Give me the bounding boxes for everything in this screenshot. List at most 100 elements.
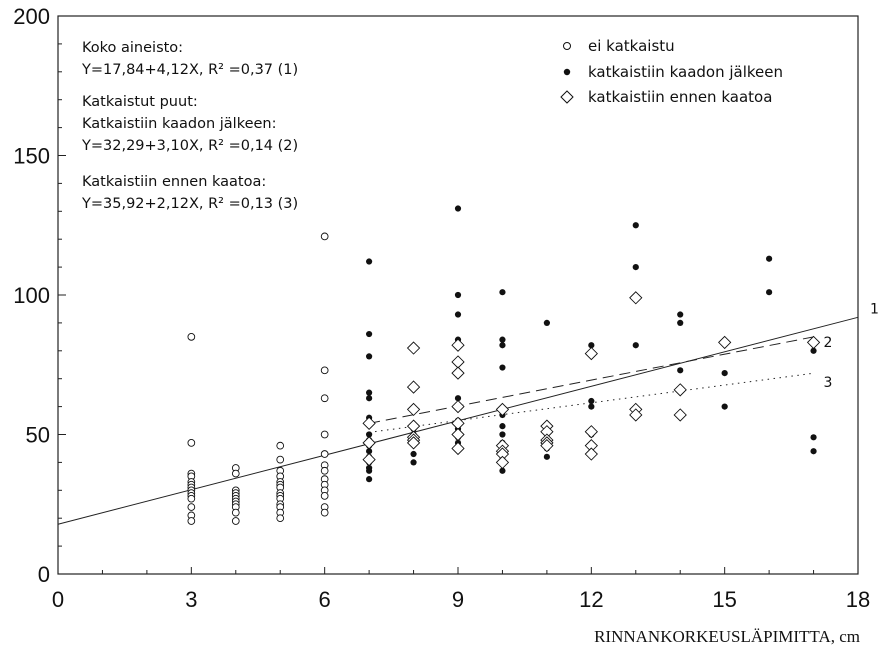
point-katkaistiin-kaadon-jalkeen <box>588 403 595 410</box>
x-axis-label: RINNANKORKEUSLÄPIMITTA, cm <box>594 627 860 646</box>
point-ei-katkaistu <box>320 366 329 375</box>
point-ei-katkaistu <box>276 455 285 464</box>
regression-lines: 1 2 3 <box>57 301 878 525</box>
point-katkaistiin-kaadon-jalkeen <box>721 403 728 410</box>
point-ei-katkaistu <box>187 494 196 503</box>
point-katkaistiin-kaadon-jalkeen <box>632 342 639 349</box>
point-katkaistiin-kaadon-jalkeen <box>454 291 462 299</box>
point-katkaistiin-ennen-kaatoa <box>718 335 732 350</box>
point-katkaistiin-kaadon-jalkeen <box>721 370 728 377</box>
point-katkaistiin-kaadon-jalkeen <box>454 311 462 318</box>
point-katkaistiin-ennen-kaatoa <box>673 408 687 422</box>
point-ei-katkaistu <box>231 508 240 517</box>
point-katkaistiin-ennen-kaatoa <box>540 439 554 453</box>
point-ei-katkaistu <box>320 466 329 475</box>
point-katkaistiin-ennen-kaatoa <box>406 380 421 394</box>
x-tick-label: 0 <box>52 587 64 612</box>
point-katkaistiin-ennen-kaatoa <box>406 419 421 433</box>
point-katkaistiin-ennen-kaatoa <box>584 447 598 461</box>
annotation-line-5: Y=32,29+3,10X, R² =0,14 (2) <box>81 138 298 154</box>
point-ei-katkaistu <box>320 508 329 517</box>
point-katkaistiin-kaadon-jalkeen <box>543 319 550 326</box>
point-ei-katkaistu <box>187 517 196 525</box>
regression-label-3: 3 <box>824 375 833 391</box>
point-katkaistiin-ennen-kaatoa <box>495 455 510 470</box>
point-katkaistiin-kaadon-jalkeen <box>810 347 817 354</box>
point-katkaistiin-kaadon-jalkeen <box>366 353 373 360</box>
point-katkaistiin-ennen-kaatoa <box>495 402 510 417</box>
data-points <box>187 205 821 525</box>
y-tick-label: 200 <box>13 4 50 29</box>
x-tick-label: 6 <box>319 587 331 612</box>
point-ei-katkaistu <box>187 439 196 447</box>
point-katkaistiin-kaadon-jalkeen <box>588 397 595 405</box>
point-katkaistiin-ennen-kaatoa <box>451 366 465 380</box>
axis-ticks <box>57 15 859 575</box>
legend-label-kaadon-jalkeen: katkaistiin kaadon jälkeen <box>588 63 783 81</box>
point-katkaistiin-ennen-kaatoa <box>406 402 421 417</box>
point-katkaistiin-ennen-kaatoa <box>451 416 465 430</box>
point-katkaistiin-ennen-kaatoa <box>451 399 465 414</box>
point-ei-katkaistu <box>320 450 329 458</box>
point-katkaistiin-kaadon-jalkeen <box>499 467 506 474</box>
legend-marker-diamond <box>560 90 574 104</box>
point-ei-katkaistu <box>276 441 285 450</box>
point-katkaistiin-ennen-kaatoa <box>806 335 821 350</box>
point-katkaistiin-kaadon-jalkeen <box>766 289 773 296</box>
point-katkaistiin-ennen-kaatoa <box>451 338 465 352</box>
annotation-line-3: Katkaistut puut: <box>82 94 198 110</box>
axis-tick-labels: 0 3 6 9 12 15 18 0 50 100 150 200 <box>13 4 870 612</box>
point-katkaistiin-kaadon-jalkeen <box>499 364 506 371</box>
point-katkaistiin-ennen-kaatoa <box>406 341 421 355</box>
point-katkaistiin-kaadon-jalkeen <box>366 476 373 483</box>
point-katkaistiin-kaadon-jalkeen <box>499 336 506 343</box>
point-ei-katkaistu <box>320 430 329 439</box>
point-katkaistiin-kaadon-jalkeen <box>454 205 462 212</box>
point-katkaistiin-kaadon-jalkeen <box>810 448 817 455</box>
annotation-line-4: Katkaistiin kaadon jälkeen: <box>82 116 277 132</box>
legend-label-ei-katkaistu: ei katkaistu <box>588 37 675 55</box>
point-katkaistiin-ennen-kaatoa <box>629 291 643 305</box>
point-katkaistiin-ennen-kaatoa <box>584 425 598 439</box>
regression-label-1: 1 <box>870 301 878 317</box>
point-katkaistiin-ennen-kaatoa <box>451 441 465 456</box>
y-tick-label: 100 <box>13 283 50 308</box>
point-katkaistiin-kaadon-jalkeen <box>632 222 639 229</box>
point-katkaistiin-kaadon-jalkeen <box>410 450 417 458</box>
point-katkaistiin-kaadon-jalkeen <box>499 342 506 349</box>
point-katkaistiin-ennen-kaatoa <box>451 427 465 442</box>
point-katkaistiin-ennen-kaatoa <box>362 452 376 467</box>
x-tick-label: 12 <box>579 587 603 612</box>
legend-marker-open-circle <box>563 42 571 50</box>
annotation-line-2: Y=17,84+4,12X, R² =0,37 (1) <box>81 62 298 78</box>
point-katkaistiin-ennen-kaatoa <box>362 416 376 430</box>
point-katkaistiin-kaadon-jalkeen <box>366 467 373 474</box>
point-ei-katkaistu <box>231 517 240 525</box>
point-ei-katkaistu <box>187 333 196 341</box>
point-ei-katkaistu <box>320 232 329 241</box>
y-tick-label: 50 <box>26 423 50 448</box>
annotation-line-6: Katkaistiin ennen kaatoa: <box>82 174 266 190</box>
x-tick-label: 3 <box>185 587 197 612</box>
annotation-line-7: Y=35,92+2,12X, R² =0,13 (3) <box>81 196 298 212</box>
point-katkaistiin-kaadon-jalkeen <box>366 330 373 338</box>
point-katkaistiin-ennen-kaatoa <box>406 436 421 450</box>
point-ei-katkaistu <box>276 514 285 523</box>
point-katkaistiin-ennen-kaatoa <box>584 346 598 361</box>
point-katkaistiin-kaadon-jalkeen <box>677 319 684 326</box>
point-katkaistiin-kaadon-jalkeen <box>454 395 462 402</box>
x-tick-label: 9 <box>452 587 464 612</box>
y-tick-label: 0 <box>38 562 50 587</box>
point-katkaistiin-kaadon-jalkeen <box>677 367 684 374</box>
point-ei-katkaistu <box>320 394 329 403</box>
point-katkaistiin-kaadon-jalkeen <box>499 289 506 296</box>
point-katkaistiin-kaadon-jalkeen <box>499 423 506 430</box>
annotation-line-1: Koko aineisto: <box>82 40 183 56</box>
point-katkaistiin-kaadon-jalkeen <box>410 459 417 466</box>
point-katkaistiin-kaadon-jalkeen <box>677 311 684 318</box>
point-katkaistiin-kaadon-jalkeen <box>366 389 373 396</box>
point-katkaistiin-kaadon-jalkeen <box>499 431 506 438</box>
point-katkaistiin-ennen-kaatoa <box>451 355 465 369</box>
point-katkaistiin-kaadon-jalkeen <box>766 255 773 262</box>
